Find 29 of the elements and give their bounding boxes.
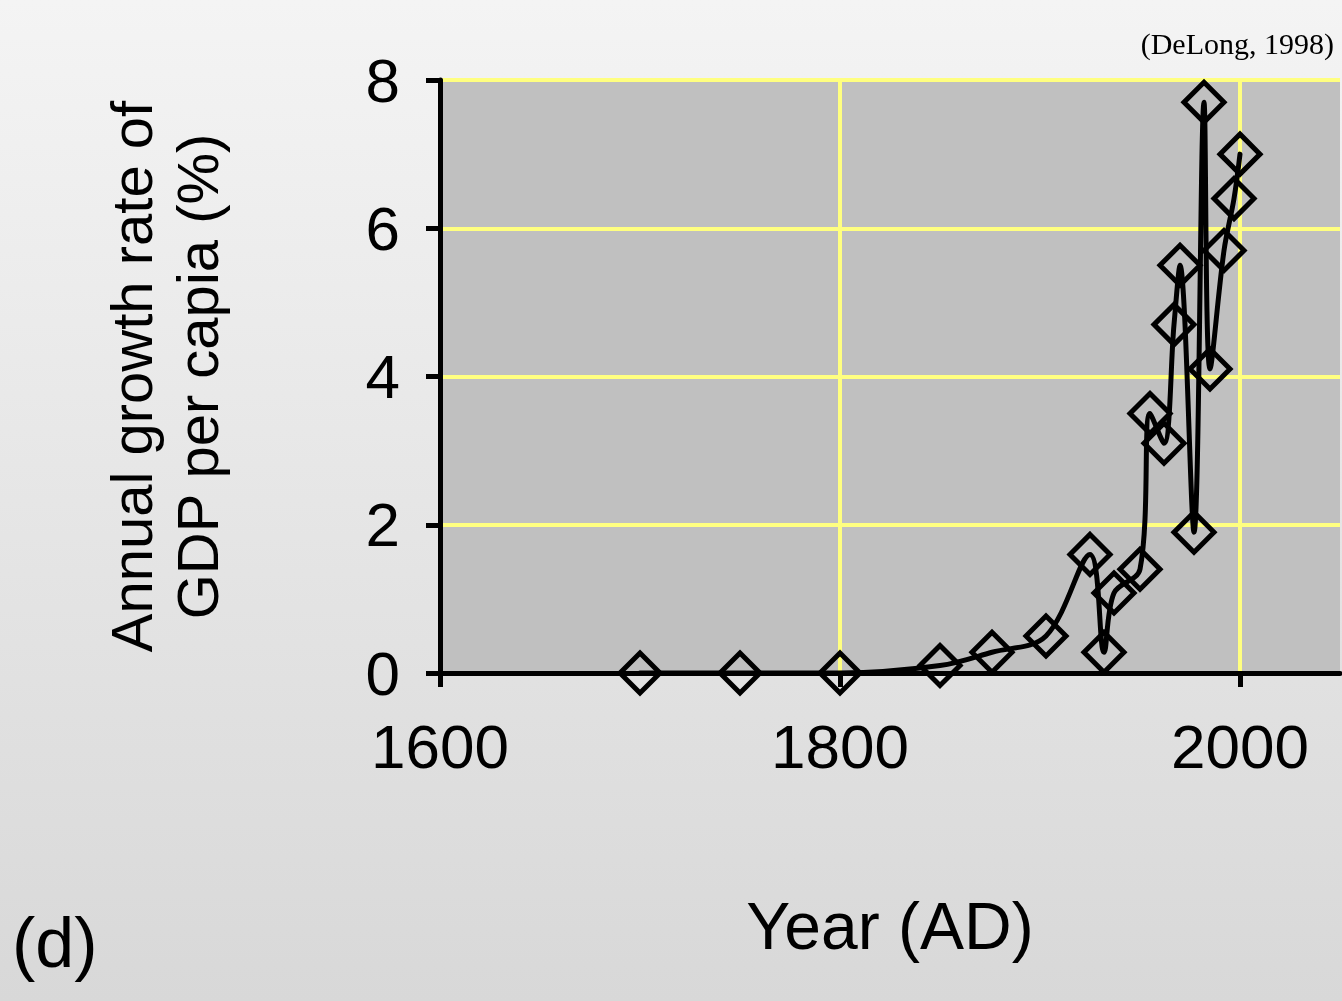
- y-axis-title: Annual growth rate of GDP per capia (%): [98, 99, 230, 653]
- point: [1151, 302, 1197, 348]
- y-tick-label: 4: [365, 342, 400, 411]
- point: [817, 650, 863, 696]
- point: [1091, 570, 1137, 616]
- point: [1211, 176, 1257, 222]
- x-axis-title: Year (AD): [746, 889, 1034, 963]
- point: [1141, 420, 1187, 466]
- x-tick-label: 2000: [1171, 711, 1309, 781]
- x-tick-label: 1800: [771, 711, 909, 781]
- point: [1023, 613, 1069, 659]
- point: [1157, 242, 1203, 288]
- point: [717, 650, 763, 696]
- point: [1127, 391, 1173, 437]
- point: [1181, 79, 1227, 125]
- point: [1067, 531, 1113, 577]
- x-tick-label: 1600: [371, 711, 509, 781]
- text: (DeLong, 1998): [1140, 26, 1335, 61]
- y-tick-label: 8: [365, 45, 400, 115]
- y-tick-label: 6: [365, 193, 400, 263]
- y-tick-label: 0: [365, 638, 400, 708]
- point: [1117, 546, 1163, 592]
- point: [1187, 346, 1233, 392]
- text: (d): [12, 904, 98, 982]
- point: [1201, 227, 1247, 273]
- point: [917, 643, 963, 689]
- point: [617, 650, 663, 696]
- y-tick-label: 2: [365, 490, 400, 560]
- point: [1217, 131, 1263, 177]
